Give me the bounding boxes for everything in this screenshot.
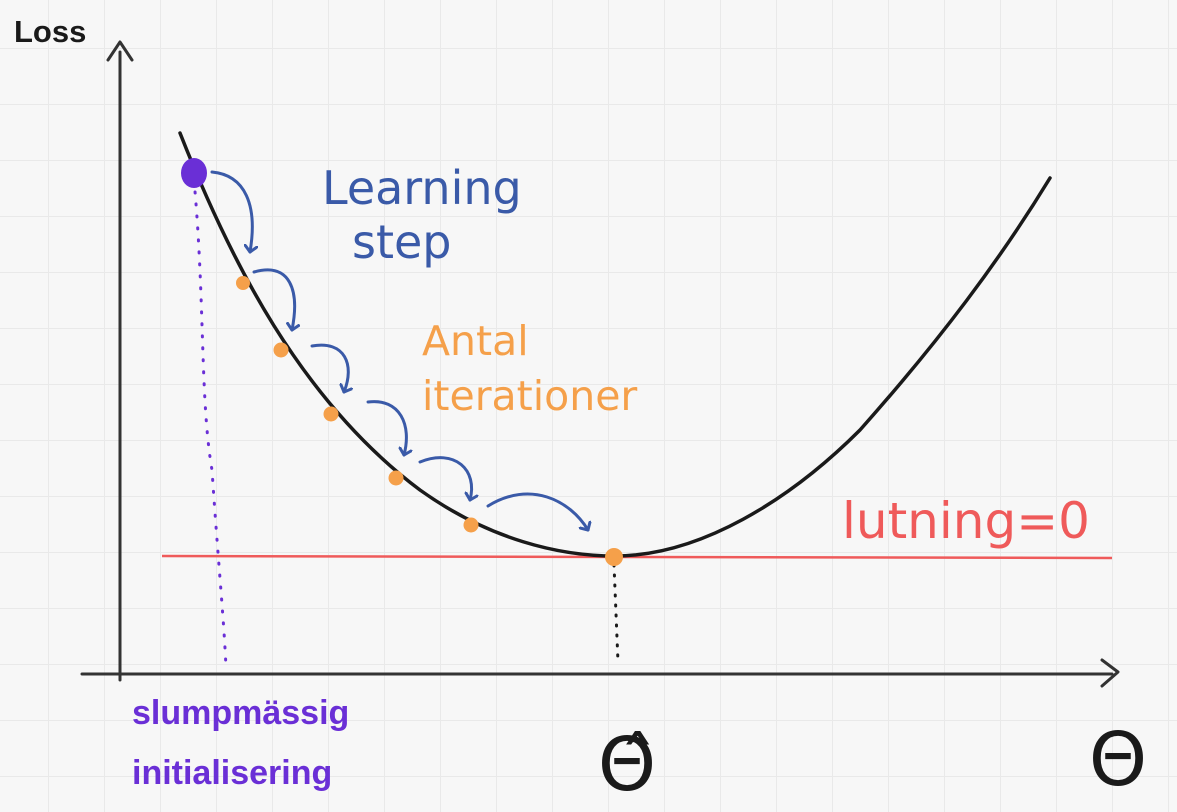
- iteration-point: [236, 276, 250, 290]
- init-label-line-2: initialisering: [132, 754, 332, 792]
- theta-axis-label: Θ: [1089, 717, 1147, 803]
- iteration-point: [388, 470, 404, 486]
- iteration-points: [236, 276, 623, 566]
- x-axis: [80, 658, 1120, 688]
- optimum-guide-line: [612, 563, 620, 664]
- step-arrow: [310, 343, 348, 394]
- iterations-line-1: Antal: [422, 317, 529, 365]
- step-arrow: [366, 400, 406, 457]
- y-axis-label: Loss: [14, 14, 86, 49]
- step-arrow: [418, 456, 472, 502]
- iteration-point: [323, 406, 339, 422]
- learning-step-line-1: Learning: [322, 161, 522, 215]
- optimum-theta-label: Θ̂: [598, 722, 656, 808]
- iteration-point: [273, 342, 289, 358]
- step-arrow: [486, 492, 588, 532]
- learning-step-label: Learning step: [322, 161, 536, 269]
- learning-step-arrows: [210, 170, 588, 532]
- init-guide-line: [192, 178, 228, 670]
- init-point: [181, 158, 207, 188]
- step-arrow: [252, 268, 295, 332]
- iterations-line-2: iterationer: [422, 372, 637, 420]
- zero-slope-line: [161, 554, 1113, 560]
- y-axis: [106, 40, 134, 682]
- optimum-point: [605, 548, 623, 566]
- zero-slope-label: lutning=0: [842, 492, 1090, 550]
- learning-step-line-2: step: [352, 215, 452, 269]
- init-label-line-1: slumpmässig: [132, 694, 349, 732]
- step-arrow: [210, 170, 252, 254]
- iteration-point: [463, 517, 479, 533]
- init-label: slumpmässig initialisering: [132, 694, 359, 792]
- iterations-label: Antal iterationer: [422, 317, 637, 420]
